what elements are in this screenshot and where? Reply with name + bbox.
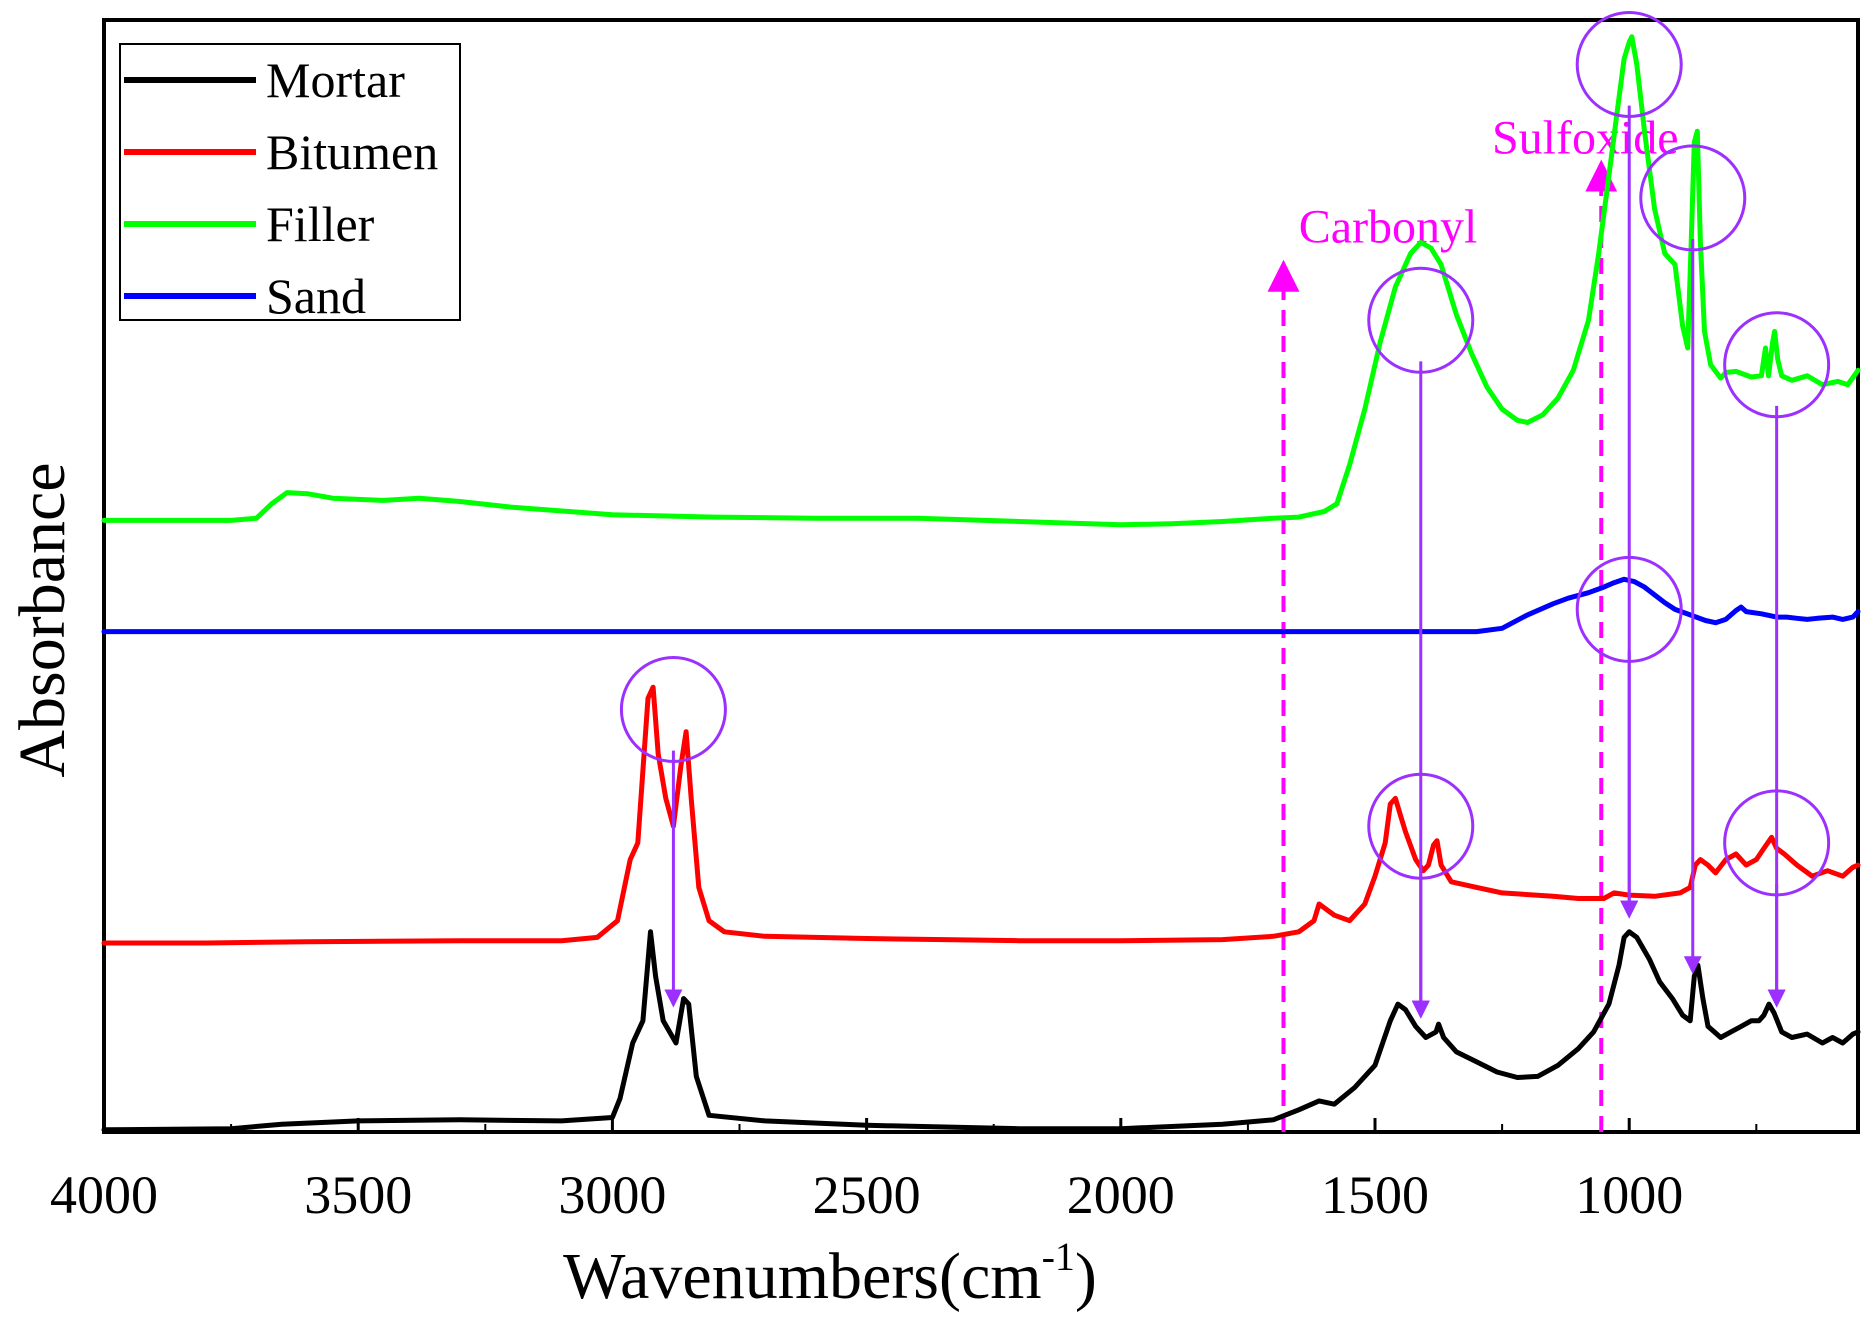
x-tick-label: 3500	[304, 1165, 412, 1225]
series-layer	[101, 34, 1861, 1133]
highlight-layer	[619, 10, 1831, 1019]
series-line-sand	[101, 576, 1861, 635]
x-tick-label: 1500	[1321, 1165, 1429, 1225]
tick-layer: 4000 3500 3000 2500 2000 1500 1000	[50, 1118, 1758, 1225]
legend-label-bitumen: Bitumen	[266, 124, 438, 180]
y-axis-title: Absorbance	[6, 462, 79, 777]
legend-label-sand: Sand	[266, 268, 366, 324]
plot-frame	[102, 18, 1860, 1134]
x-axis-title: Wavenumbers(cm-1)	[563, 1234, 1097, 1313]
peak-highlight-circle	[1575, 10, 1683, 118]
x-tick-label: 2500	[813, 1165, 921, 1225]
x-tick-label: 3000	[558, 1165, 666, 1225]
peak-highlight-circle	[619, 655, 727, 763]
legend-label-filler: Filler	[266, 196, 375, 252]
x-tick-label: 4000	[50, 1165, 158, 1225]
x-tick-label: 2000	[1067, 1165, 1175, 1225]
annotation-label: Sulfoxide	[1492, 111, 1679, 164]
x-tick-label: 1000	[1575, 1165, 1683, 1225]
series-line-filler	[101, 34, 1861, 528]
annotation-layer: Carbonyl Sulfoxide	[1267, 111, 1679, 1132]
series-line-mortar	[101, 929, 1861, 1133]
annotation-label: Carbonyl	[1299, 200, 1478, 253]
legend: Mortar Bitumen Filler Sand	[119, 43, 461, 324]
legend-label-mortar: Mortar	[266, 52, 405, 108]
legend-box	[119, 43, 461, 321]
series-line-bitumen	[101, 684, 1861, 946]
